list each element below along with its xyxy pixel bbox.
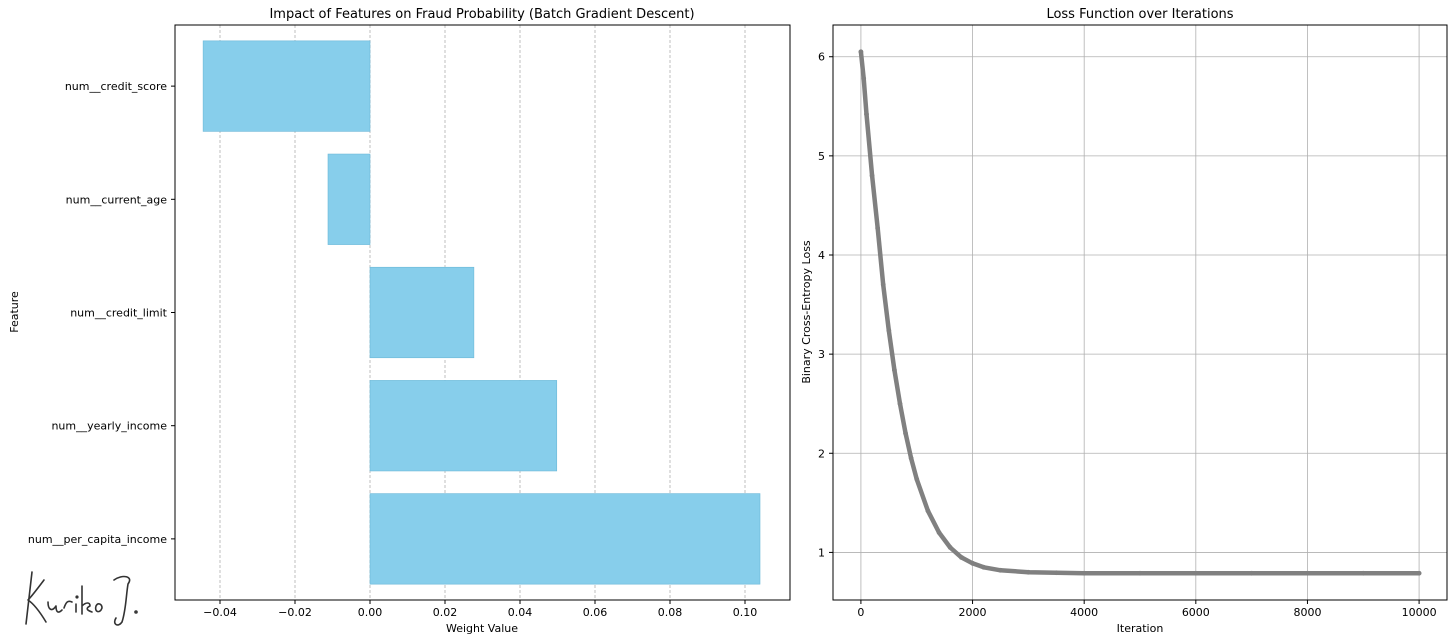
left-x-tick-label: 0.08: [658, 606, 683, 619]
signature-image: [25, 571, 138, 626]
loss-point: [861, 76, 867, 81]
left-y-tick-label: num__credit_limit: [70, 307, 167, 320]
loss-point: [1305, 570, 1310, 576]
bar-num__yearly_income: [369, 380, 558, 472]
left-y-tick-label: num__current_age: [66, 193, 168, 206]
left-x-axis-label: Weight Value: [446, 622, 518, 635]
loss-point: [1360, 570, 1366, 576]
right-x-tick-label: 10000: [1402, 606, 1437, 619]
bar-num__current_age: [327, 153, 371, 245]
right-grid: [833, 25, 1447, 600]
left-y-tick-label: num__yearly_income: [51, 420, 167, 433]
loss-point: [908, 455, 914, 461]
loss-point: [892, 367, 897, 373]
right-y-tick-label: 2: [818, 447, 825, 460]
right-x-tick-label: 0: [857, 606, 864, 619]
bar-num__credit_limit: [369, 266, 475, 359]
loss-point: [1053, 570, 1059, 576]
right-y-tick-label: 5: [818, 150, 825, 163]
right-chart-title: Loss Function over Iterations: [1046, 7, 1233, 22]
loss-point: [864, 111, 869, 117]
loss-series-line: [858, 49, 1422, 576]
right-x-tick-label: 4000: [1070, 606, 1098, 619]
left-x-tick-label: 0.10: [733, 606, 758, 619]
loss-point: [981, 564, 987, 570]
left-x-tick-label: 0.04: [508, 606, 533, 619]
loss-point: [1249, 570, 1255, 576]
loss-point: [958, 554, 964, 560]
right-x-axis: 0 2000 4000 6000 8000 10000: [857, 600, 1437, 619]
left-y-tick-label: num__credit_score: [65, 80, 167, 93]
right-x-tick-label: 2000: [959, 606, 987, 619]
right-x-tick-label: 8000: [1293, 606, 1321, 619]
loss-point: [858, 49, 864, 55]
left-y-axis-label: Feature: [8, 291, 21, 333]
right-y-tick-label: 3: [818, 348, 825, 361]
right-y-tick-label: 4: [818, 249, 825, 262]
left-x-tick-label: −0.02: [278, 606, 312, 619]
left-y-axis: num__credit_score num__current_age num__cr…: [28, 80, 175, 546]
loss-point: [936, 530, 942, 535]
loss-point: [970, 560, 975, 566]
bar-num__credit_score: [202, 40, 371, 132]
loss-point: [875, 225, 881, 231]
feature-weights-chart: Impact of Features on Fraud Probability …: [8, 7, 791, 635]
loss-point: [869, 173, 875, 179]
loss-point: [886, 327, 892, 333]
left-x-axis: −0.04 −0.02 0.00 0.02 0.04 0.06 0.08 0.10: [203, 600, 757, 619]
left-chart-title: Impact of Features on Fraud Probability …: [269, 7, 694, 22]
loss-point: [880, 282, 886, 288]
loss-point: [1416, 570, 1422, 576]
left-bars: [202, 40, 761, 585]
bar-num__per_capita_income: [369, 493, 761, 585]
loss-point: [903, 431, 908, 436]
right-x-axis-label: Iteration: [1117, 622, 1164, 635]
right-series: [858, 49, 1422, 576]
loss-point: [1081, 570, 1087, 576]
loss-point: [1193, 570, 1199, 576]
right-y-axis: 1 2 3 4 5 6: [818, 51, 833, 559]
right-plot-frame: [832, 24, 1448, 601]
right-y-tick-label: 6: [818, 51, 825, 64]
loss-point: [998, 567, 1003, 573]
left-x-tick-label: 0.06: [583, 606, 608, 619]
loss-curve-chart: Loss Function over Iterations 0 2000 4000 6…: [800, 7, 1448, 635]
left-y-tick-label: num__per_capita_income: [28, 533, 167, 546]
loss-point: [1025, 569, 1031, 575]
right-x-tick-label: 6000: [1182, 606, 1210, 619]
loss-point: [925, 508, 931, 514]
right-y-axis-label: Binary Cross-Entropy Loss: [800, 240, 813, 384]
loss-point: [914, 476, 920, 482]
loss-point: [1137, 570, 1143, 576]
right-y-tick-label: 1: [818, 546, 825, 559]
left-x-tick-label: 0.00: [358, 606, 383, 619]
loss-point: [897, 401, 903, 407]
left-x-tick-label: −0.04: [203, 606, 237, 619]
loss-point: [947, 545, 953, 550]
left-x-tick-label: 0.02: [433, 606, 458, 619]
